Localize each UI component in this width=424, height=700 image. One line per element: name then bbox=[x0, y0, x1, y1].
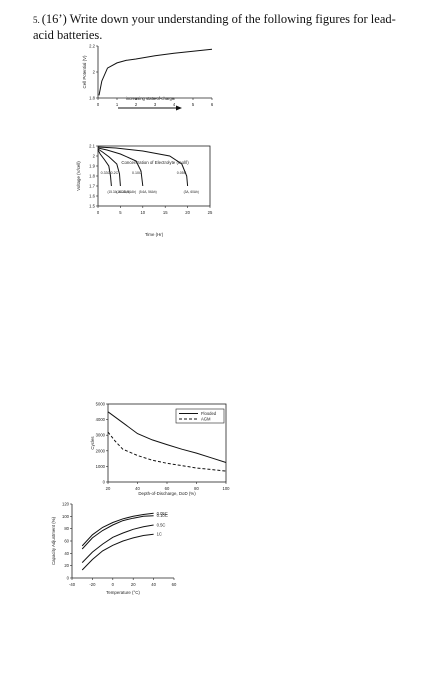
series-line bbox=[81, 515, 154, 550]
y-tick-label: 1000 bbox=[96, 464, 106, 469]
y-tick-label: 0 bbox=[67, 576, 70, 581]
series-line bbox=[107, 431, 227, 472]
x-tick-label: 0 bbox=[97, 102, 100, 107]
y-tick-label: 2 bbox=[93, 70, 96, 75]
x-tick-label: 5 bbox=[192, 102, 195, 107]
series-rate-label: (5.6A, 56Ah) bbox=[139, 190, 157, 194]
series-rate-label: (15.3A, 46.4Ah) bbox=[107, 190, 129, 194]
x-tick-label: 40 bbox=[151, 582, 156, 587]
y-tick-label: 2000 bbox=[96, 448, 106, 453]
series-name-label: 0.05C bbox=[177, 171, 187, 175]
question-number: 5. bbox=[33, 15, 40, 25]
x-tick-label: 1 bbox=[116, 102, 119, 107]
legend-label: Flooded bbox=[201, 411, 217, 416]
x-tick-label: 3 bbox=[154, 102, 157, 107]
question-body: (16’) Write down your understanding of t… bbox=[33, 12, 396, 42]
series-line bbox=[97, 149, 112, 187]
y-tick-label: 1.5 bbox=[89, 204, 95, 209]
x-tick-label: 5 bbox=[119, 210, 122, 215]
plot-frame bbox=[97, 145, 211, 207]
temperature-capacity-chart: -40 -20 0 20 40 60 0 20 40 60 80 100 120 Temperature … bbox=[51, 502, 177, 596]
series-line bbox=[81, 512, 154, 547]
x-tick-label: 6 bbox=[211, 102, 214, 107]
y-tick-label: 100 bbox=[62, 514, 70, 519]
y-tick-label: 0 bbox=[103, 480, 106, 485]
x-tick-label: 80 bbox=[194, 486, 199, 491]
series-rate-label: (10.2A, 51Ah) bbox=[116, 190, 136, 194]
series-end-label: 0.05C bbox=[157, 511, 168, 516]
y-axis-label: Voltage (V/cell) bbox=[76, 161, 81, 191]
x-tick-label: 60 bbox=[165, 486, 170, 491]
x-tick-label: 20 bbox=[131, 582, 136, 587]
x-axis-label: Temperature (°C) bbox=[106, 590, 140, 595]
x-tick-label: 20 bbox=[106, 486, 111, 491]
x-tick-label: 60 bbox=[172, 582, 177, 587]
x-tick-label: -40 bbox=[69, 582, 76, 587]
question-text: 5. (16’) Write down your understanding of… bbox=[33, 12, 403, 43]
x-axis-label: Concentration of Electrolyte (mol/l) bbox=[121, 160, 189, 165]
series-line bbox=[97, 146, 189, 187]
y-axis-label: Cell Potential (V) bbox=[82, 55, 87, 88]
y-tick-label: 2.1 bbox=[89, 144, 95, 149]
cell-potential-chart: 0 1 2 3 4 5 6 1.8 2 2.2 Concentration of Electroly… bbox=[82, 44, 214, 166]
series-line bbox=[81, 533, 154, 571]
annotation-label: increasing state-of-charge bbox=[126, 96, 175, 101]
x-tick-label: 15 bbox=[163, 210, 168, 215]
y-tick-label: 2 bbox=[93, 154, 96, 159]
y-tick-label: 3000 bbox=[96, 433, 106, 438]
y-tick-label: 1.6 bbox=[89, 194, 95, 199]
y-tick-label: 5000 bbox=[96, 402, 106, 407]
series-rate-label: (3A, 60Ah) bbox=[184, 190, 199, 194]
series-name-label: 0.33C bbox=[101, 171, 111, 175]
y-tick-label: 1.7 bbox=[89, 184, 95, 189]
legend-label: AGM bbox=[201, 417, 211, 422]
x-tick-label: 0 bbox=[97, 210, 100, 215]
discharge-voltage-chart: 0 5 10 15 20 25 1.5 1.6 1.7 1.8 1.9 2 2.1 Time (Hr) Vo… bbox=[76, 144, 213, 238]
series-end-label: 0.5C bbox=[157, 522, 166, 527]
x-tick-label: 10 bbox=[140, 210, 145, 215]
y-tick-label: 1.8 bbox=[89, 96, 95, 101]
y-tick-label: 4000 bbox=[96, 417, 106, 422]
x-axis-label: Time (Hr) bbox=[145, 232, 164, 237]
series-line bbox=[97, 148, 121, 187]
legend-box bbox=[175, 408, 225, 424]
x-tick-label: 20 bbox=[185, 210, 190, 215]
series-end-label: 0.10C bbox=[157, 513, 168, 518]
series-line bbox=[97, 147, 144, 187]
x-tick-label: 2 bbox=[135, 102, 138, 107]
y-tick-label: 40 bbox=[64, 551, 69, 556]
y-tick-label: 1.9 bbox=[89, 164, 95, 169]
y-tick-label: 20 bbox=[64, 563, 69, 568]
series-line bbox=[98, 48, 213, 96]
y-tick-label: 120 bbox=[62, 502, 70, 507]
x-tick-label: 0 bbox=[112, 582, 115, 587]
series-name-label: 0.10C bbox=[132, 171, 142, 175]
x-tick-label: 4 bbox=[173, 102, 176, 107]
x-tick-label: -20 bbox=[89, 582, 96, 587]
y-tick-label: 1.8 bbox=[89, 174, 95, 179]
y-axis-label: Cycles bbox=[90, 436, 95, 450]
x-tick-label: 40 bbox=[135, 486, 140, 491]
x-tick-label: 100 bbox=[223, 486, 231, 491]
y-tick-label: 2.2 bbox=[89, 44, 95, 49]
series-name-label: 0.2C bbox=[111, 171, 119, 175]
annotation-arrow-head bbox=[176, 105, 182, 111]
y-tick-label: 60 bbox=[64, 539, 69, 544]
series-end-label: 1C bbox=[157, 532, 162, 537]
series-line bbox=[81, 524, 154, 563]
cycle-life-chart: 20 40 60 80 100010002000300040005000Depth-of… bbox=[90, 402, 230, 497]
y-axis-label: Capacity Adjustment (%) bbox=[51, 516, 56, 565]
y-tick-label: 80 bbox=[64, 526, 69, 531]
series-line bbox=[107, 411, 227, 463]
x-tick-label: 25 bbox=[208, 210, 213, 215]
x-axis-label: Depth-of-Discharge, DoD (%) bbox=[138, 491, 196, 496]
